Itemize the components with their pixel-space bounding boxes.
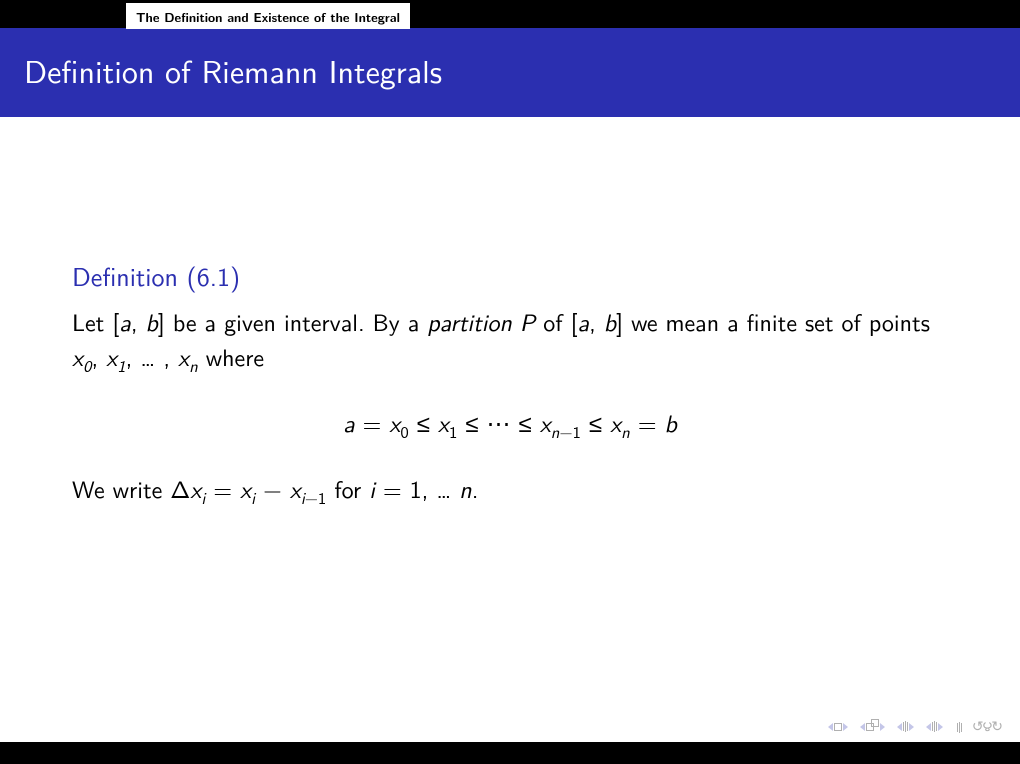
text: − xyxy=(255,471,290,506)
text: for xyxy=(326,471,369,506)
text: , xyxy=(131,304,146,339)
slide-title: Definition of Riemann Integrals xyxy=(24,46,996,93)
definition-label: Definition (6.1) xyxy=(72,257,948,295)
text: We write Δ xyxy=(72,471,190,506)
var-x: xi xyxy=(240,471,255,506)
var-a: a xyxy=(578,304,590,339)
text: , xyxy=(589,304,604,339)
nav-goto[interactable] xyxy=(957,718,962,737)
var-x: x1 xyxy=(106,339,125,374)
nav-prev[interactable] xyxy=(897,722,914,732)
inequality-line: a = x0 ≤ x1 ≤ ⋯ ≤ xn−1 ≤ xn = b xyxy=(72,406,948,444)
var-x: xi xyxy=(190,471,205,506)
nav-controls: ↺౪↻ xyxy=(824,716,1002,738)
section-title: The Definition and Existence of the Inte… xyxy=(136,7,400,26)
title-bar: Definition of Riemann Integrals xyxy=(0,28,1020,117)
var-a: a xyxy=(119,304,131,339)
nav-replay-icon[interactable]: ↺౪↻ xyxy=(972,716,1002,738)
var-n: n xyxy=(459,471,471,506)
header-bar: The Definition and Existence of the Inte… xyxy=(0,0,1020,28)
var-x: xn xyxy=(178,339,198,374)
text: of [ xyxy=(535,304,577,339)
text: Let [ xyxy=(72,304,119,339)
nav-first[interactable] xyxy=(828,723,848,731)
nav-next[interactable] xyxy=(926,722,943,732)
text: = 1, … xyxy=(375,471,459,506)
text: ] we mean a finite set of points xyxy=(616,304,930,339)
var-b: b xyxy=(145,304,157,339)
content-area: Definition (6.1) Let [a, b] be a given i… xyxy=(0,117,1020,510)
footer-bar xyxy=(0,742,1020,764)
var-x: xi−1 xyxy=(290,471,327,506)
text: where xyxy=(198,339,264,374)
definition-body: Let [a, b] be a given interval. By a par… xyxy=(72,305,948,510)
text: . xyxy=(472,471,479,506)
var-b: b xyxy=(604,304,616,339)
var-x: x0 xyxy=(72,339,91,374)
section-tab: The Definition and Existence of the Inte… xyxy=(126,3,410,29)
text: = xyxy=(205,471,240,506)
partition-p: partition P xyxy=(427,304,535,339)
text: ] be a given interval. By a xyxy=(158,304,427,339)
nav-prev-section[interactable] xyxy=(860,723,885,731)
